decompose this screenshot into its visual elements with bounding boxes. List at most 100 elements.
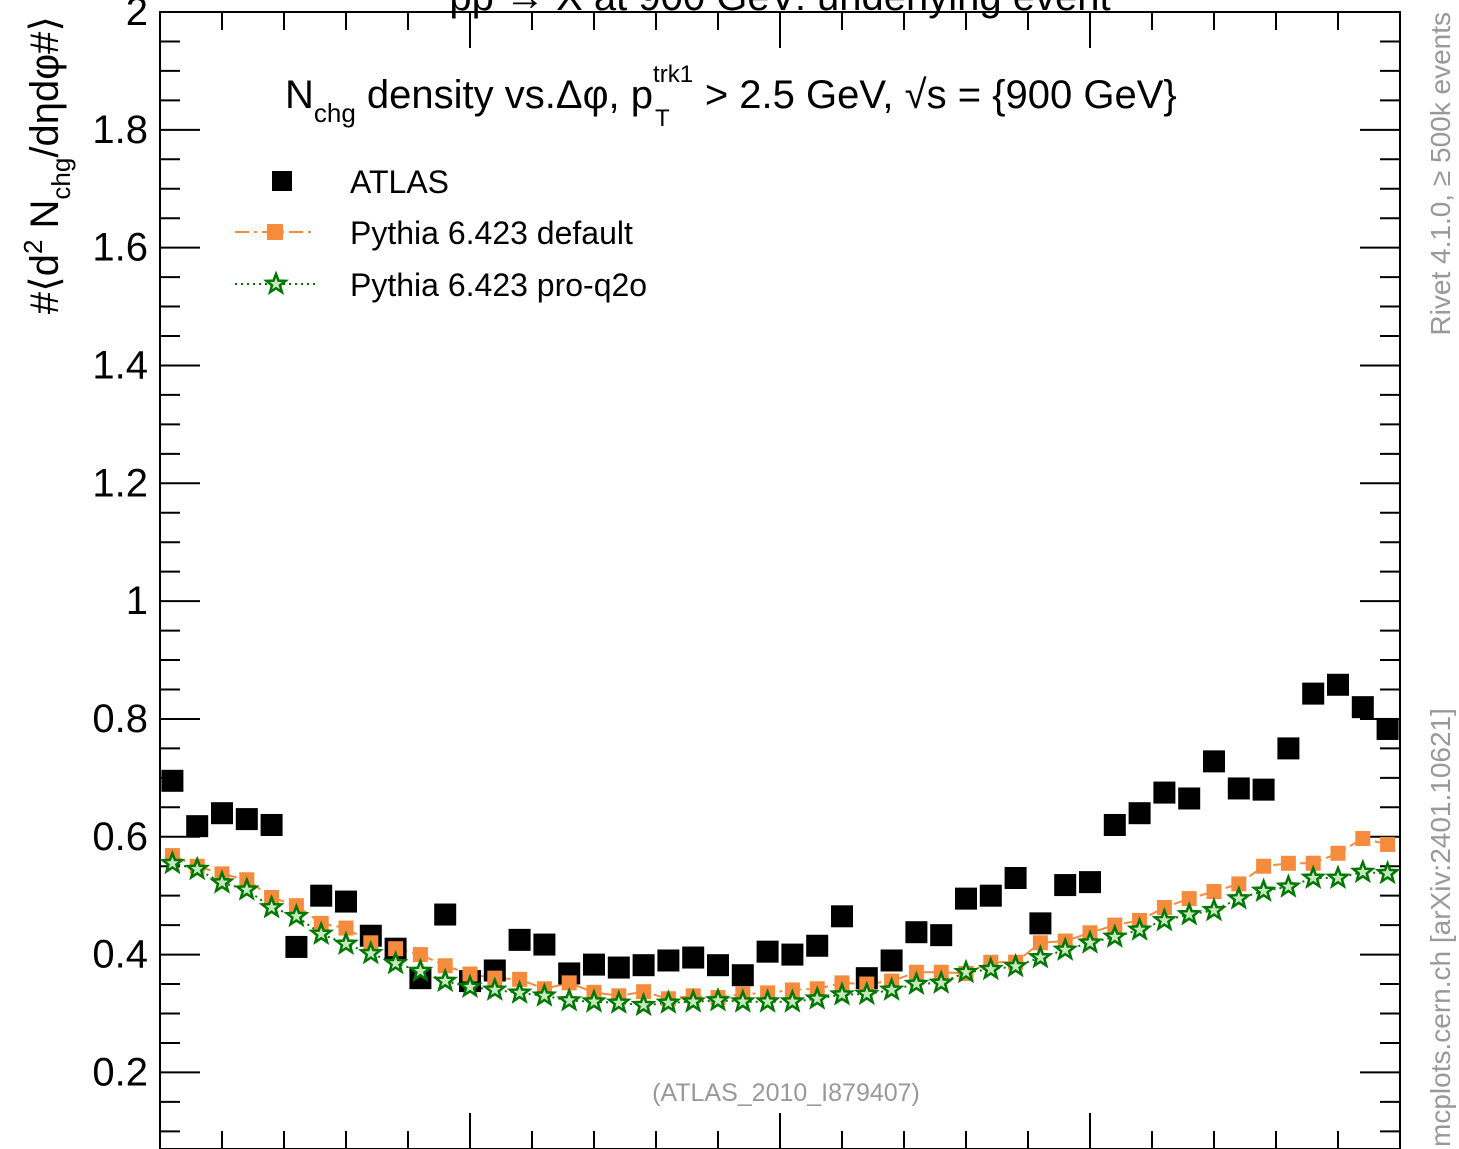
pythia-proq2o-point (283, 902, 310, 928)
rivet-annotation: Rivet 4.1.0, ≥ 500k events (1425, 12, 1456, 336)
legend-atlas-label: ATLAS (350, 164, 449, 200)
x-axis (159, 12, 1401, 1149)
atlas-point (310, 884, 333, 907)
series-marks (159, 673, 1401, 1017)
pythia-proq2o-point (1052, 936, 1079, 961)
atlas-point (905, 921, 928, 944)
legend-proq2o-marker (263, 270, 289, 295)
atlas-point (1252, 778, 1275, 801)
pythia-proq2o-point (630, 991, 657, 1017)
chart-subtitle: Nchg density vs.Δφ, ptrk1 T > 2.5 GeV, √s… (285, 61, 1177, 132)
analysis-watermark: (ATLAS_2010_I879407) (652, 1079, 920, 1107)
pythia-proq2o-point (1225, 885, 1252, 910)
series-lines (172, 837, 1388, 1007)
atlas-point (1327, 673, 1349, 696)
pythia-default-point (1355, 831, 1371, 847)
y-axis: 0.2 0.4 0.6 0.8 1 1.2 1.4 1.6 1.8 2 (92, 0, 1400, 1133)
atlas-point (756, 940, 779, 963)
series-line-2 (172, 862, 1388, 1007)
pythia-proq2o-point (779, 988, 806, 1013)
pythia-proq2o-point (928, 969, 955, 994)
pythia-proq2o-point (506, 979, 533, 1004)
pythia-default-point (338, 920, 354, 936)
y-axis-label: #⟨d2 Nchg/dηdφ#⟩ (18, 16, 76, 314)
pythia-proq2o-point (1325, 864, 1351, 889)
atlas-point (335, 890, 357, 913)
pythia-proq2o-point (581, 988, 607, 1013)
series-line-1 (172, 837, 1388, 1000)
mcplots-footer: mcplots.cern.ch [arXiv:2401.10621] (1425, 708, 1456, 1147)
atlas-point (731, 964, 754, 987)
atlas-point (1054, 874, 1077, 897)
atlas-point (1227, 777, 1250, 800)
pythia-default-point (388, 941, 404, 957)
pythia-proq2o-point (729, 988, 756, 1013)
y-tick-label: 0.8 (92, 697, 148, 741)
y-tick-label: 1.4 (92, 343, 148, 387)
pythia-proq2o-point (953, 958, 979, 984)
pythia-proq2o-point (705, 986, 731, 1012)
pythia-proq2o-point (382, 949, 409, 975)
pythia-default-point (1231, 876, 1247, 892)
pythia-default-point (512, 971, 528, 987)
pythia-proq2o-point (531, 982, 558, 1007)
atlas-point (682, 946, 705, 969)
atlas-point (533, 933, 556, 956)
pythia-proq2o-point (1275, 873, 1302, 898)
atlas-point (1079, 871, 1101, 894)
pythia-proq2o-point (1002, 952, 1029, 978)
atlas-point (1153, 781, 1176, 804)
pythia-proq2o-point (1349, 858, 1376, 884)
atlas-point (607, 956, 630, 979)
pythia-default-point (1380, 836, 1396, 852)
atlas-point (1376, 717, 1399, 740)
pythia-default-point (636, 984, 652, 1000)
pythia-default-point (1206, 884, 1222, 900)
pythia-proq2o-point (481, 976, 508, 1001)
y-tick-label: 1 (126, 579, 148, 623)
pythia-proq2o-point (655, 989, 682, 1014)
y-tick-label: 1.8 (92, 108, 148, 152)
legend-default-marker (267, 224, 283, 240)
y-tick-label: 0.2 (92, 1050, 148, 1094)
atlas-point (632, 954, 655, 977)
pythia-proq2o-point (903, 970, 930, 995)
atlas-point (1128, 802, 1151, 825)
pythia-proq2o-point (308, 920, 335, 945)
pythia-proq2o-point (1151, 906, 1178, 932)
pythia-default-point (437, 958, 453, 974)
pythia-proq2o-point (556, 986, 583, 1012)
atlas-point (235, 808, 258, 831)
pythia-proq2o-point (1201, 896, 1227, 922)
pythia-proq2o-point (1077, 929, 1103, 954)
pythia-default-point (412, 947, 428, 963)
pythia-default-point (1256, 858, 1272, 874)
pythia-proq2o-point (457, 973, 483, 998)
legend-proq2o-label: Pythia 6.423 pro-q2o (350, 267, 647, 303)
pythia-proq2o-point (1374, 859, 1401, 885)
pythia-proq2o-point (977, 955, 1004, 981)
chart-title: pp → X at 900 GeV: underlying event (449, 0, 1110, 19)
pythia-proq2o-point (804, 985, 831, 1010)
pythia-default-point (1330, 845, 1346, 861)
pythia-default-point (561, 975, 577, 991)
pythia-proq2o-point (209, 869, 235, 894)
legend: ATLAS Pythia 6.423 default Pythia 6.423 … (235, 164, 647, 303)
pythia-proq2o-point (829, 981, 855, 1006)
y-tick-label: 1.2 (92, 461, 148, 505)
atlas-point (806, 934, 829, 957)
atlas-point (781, 943, 804, 966)
pythia-proq2o-point (407, 957, 434, 983)
atlas-point (1103, 813, 1126, 836)
pythia-proq2o-point (1176, 900, 1203, 926)
atlas-point (211, 802, 233, 825)
atlas-point (186, 815, 209, 838)
y-tick-label: 0.6 (92, 815, 148, 859)
pythia-proq2o-point (159, 849, 186, 875)
pythia-default-point (1280, 855, 1296, 871)
pythia-proq2o-point (432, 967, 459, 993)
atlas-point (508, 928, 531, 951)
pythia-default-point (1305, 855, 1321, 871)
pythia-default-point (1032, 935, 1048, 951)
